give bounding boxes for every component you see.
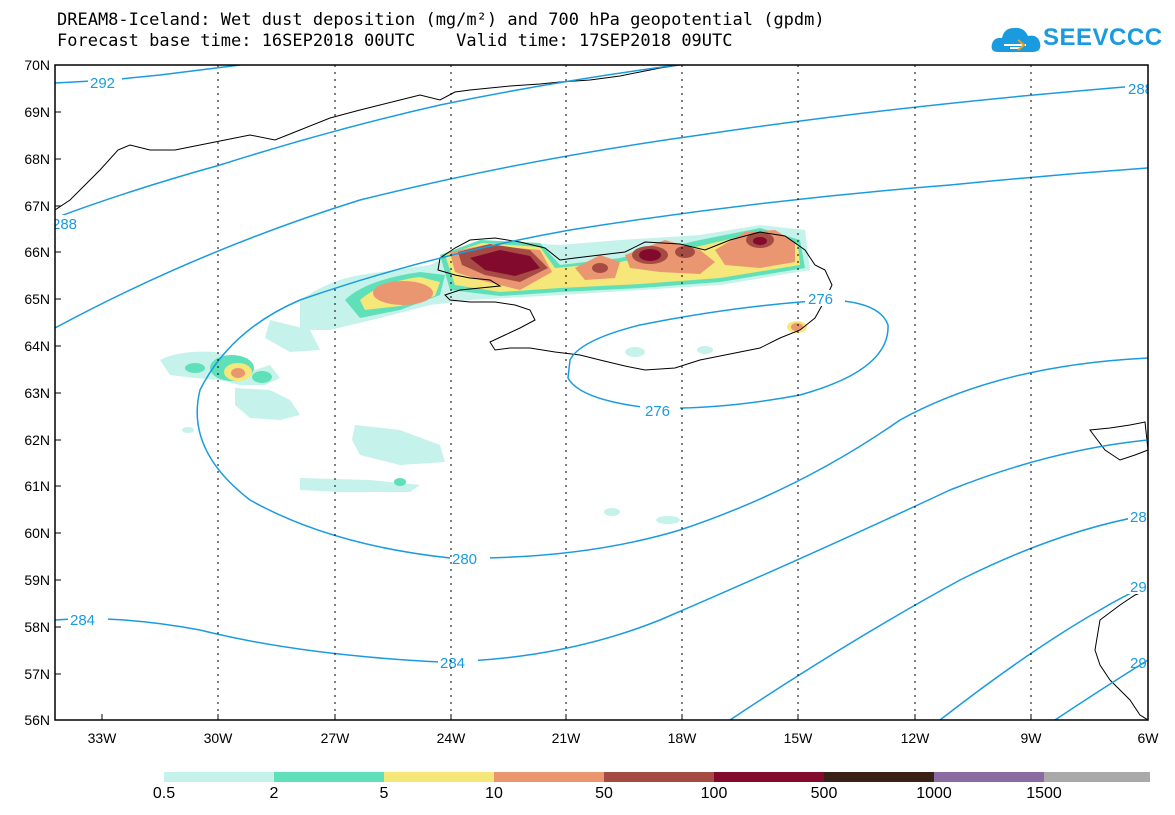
contour-labels: 292 288 288 276 276 280 284 284 288 292 … (52, 74, 1155, 672)
colorbar-label: 1500 (1026, 785, 1062, 802)
contour-label-280: 280 (452, 551, 477, 568)
contour-label-276-n: 276 (808, 291, 833, 308)
contour-label-288-w: 288 (52, 216, 77, 233)
lat-label: 62N (24, 432, 50, 448)
colorbar-label: 50 (595, 785, 613, 802)
dust-field (160, 225, 810, 524)
lat-label: 60N (24, 525, 50, 541)
colorbar-label: 10 (485, 785, 503, 802)
colorbar-label: 0.5 (152, 785, 176, 802)
lat-label: 66N (24, 244, 50, 260)
lat-label: 65N (24, 291, 50, 307)
contour-288-nw (55, 65, 683, 219)
lat-label: 68N (24, 151, 50, 167)
contour-north-2 (299, 167, 1148, 301)
lon-label: 15W (784, 730, 814, 746)
forecast-times: Forecast base time: 16SEP2018 00UTC Vali… (57, 31, 733, 51)
lon-label: 21W (552, 730, 582, 746)
colorbar-label: 500 (810, 785, 838, 802)
lat-label: 70N (24, 57, 50, 73)
lat-label: 67N (24, 198, 50, 214)
lon-label: 6W (1138, 730, 1160, 746)
graticule (217, 65, 1032, 720)
lat-label: 64N (24, 338, 50, 354)
contour-288-se (729, 514, 1148, 720)
colorbar-swatch (714, 772, 824, 782)
colorbar-label: 2 (269, 785, 279, 802)
map-title: DREAM8-Iceland: Wet dust deposition (mg/… (57, 10, 825, 30)
coastlines (55, 65, 1148, 720)
lon-label: 12W (901, 730, 931, 746)
iceland-coast (437, 231, 833, 371)
lat-label: 57N (24, 666, 50, 682)
lat-label: 58N (24, 619, 50, 635)
axis-ticks (55, 111, 1032, 720)
lon-label: 33W (88, 730, 118, 746)
lat-label: 63N (24, 385, 50, 401)
greenland-coast (55, 65, 681, 211)
contour-label-296-e: 296 (1130, 655, 1155, 672)
contour-296-se (1054, 659, 1148, 720)
colorbar-swatch (1044, 772, 1150, 782)
lat-label: 59N (24, 572, 50, 588)
contour-292-nw (55, 65, 241, 84)
lon-label: 27W (321, 730, 351, 746)
colorbar-label: 100 (700, 785, 728, 802)
contour-label-284-s: 284 (440, 655, 465, 672)
contour-label-288-e: 288 (1130, 509, 1155, 526)
contour-label-288-ne: 288 (1128, 81, 1153, 98)
map-frame (54, 64, 1149, 721)
contour-label-276-s: 276 (645, 403, 670, 420)
lon-label: 24W (437, 730, 467, 746)
lon-label: 18W (668, 730, 698, 746)
contour-label-292-e: 292 (1130, 579, 1155, 596)
colorbar-swatch (934, 772, 1044, 782)
contour-280 (196, 299, 1148, 559)
colorbar-swatch (604, 772, 714, 782)
contour-label-284-w: 284 (70, 612, 95, 629)
lon-label: 30W (204, 730, 234, 746)
cloud-icon (991, 27, 1041, 52)
latitude-labels: 70N 69N 68N 67N 66N 65N 64N 63N 62N 61N … (24, 57, 50, 728)
scandinavia-coast (1089, 421, 1148, 461)
colorbar-swatch (274, 772, 384, 782)
lat-label: 69N (24, 104, 50, 120)
colorbar-swatch (384, 772, 494, 782)
colorbar-label: 1000 (916, 785, 952, 802)
contour-292-se (939, 584, 1148, 720)
colorbar-swatch (824, 772, 934, 782)
lat-label: 61N (24, 478, 50, 494)
geopotential-contours (55, 65, 1148, 720)
contour-284 (55, 439, 1148, 663)
logo-text: SEEVCCC (1043, 24, 1163, 51)
colorbar-label: 5 (379, 785, 389, 802)
lon-label: 9W (1021, 730, 1043, 746)
contour-north-1 (55, 84, 1148, 329)
contour-label-292-nw: 292 (90, 75, 115, 92)
lat-label: 56N (24, 712, 50, 728)
colorbar-swatch (164, 772, 274, 782)
longitude-labels: 33W 30W 27W 24W 21W 18W 15W 12W 9W 6W (88, 730, 1160, 746)
colorbar-swatch (494, 772, 604, 782)
